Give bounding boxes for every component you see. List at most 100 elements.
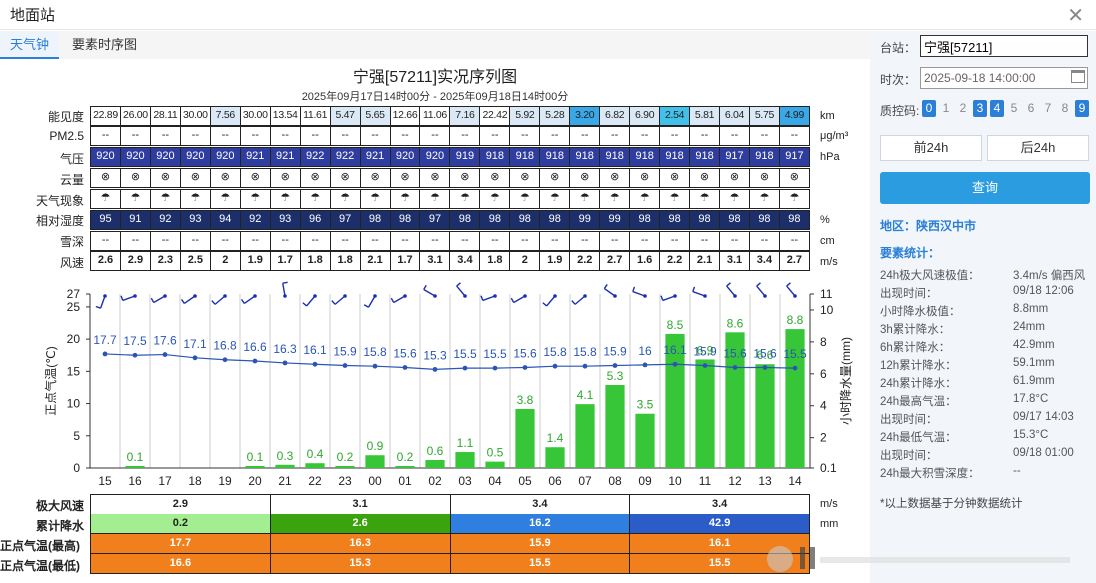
qc-code-0[interactable]: 0 xyxy=(922,100,936,117)
temp-point xyxy=(342,363,348,368)
rh-cell: 98 xyxy=(540,211,571,230)
row-label-pressure: 气压 xyxy=(59,152,84,166)
wind-barb-feather xyxy=(150,297,155,303)
precip-bar xyxy=(755,364,775,468)
qc-label: 质控码: xyxy=(880,104,920,118)
vis-cell: 5.47 xyxy=(330,107,361,126)
wx-cell: ☂ xyxy=(450,190,481,209)
pm25-cell: -- xyxy=(300,127,331,146)
stat-value: 09/18 01:00 xyxy=(1013,447,1074,459)
qc-code-8[interactable]: 8 xyxy=(1061,101,1069,115)
snow-cell: -- xyxy=(420,232,451,251)
x-tick-label: 21 xyxy=(278,474,292,488)
rh-cell: 98 xyxy=(749,211,780,230)
precip-cell: 42.9 xyxy=(630,514,810,534)
rh-cell: 91 xyxy=(120,211,151,230)
prev-24h-button[interactable]: 前24h xyxy=(880,135,982,161)
stat-key: 小时降水极值： xyxy=(880,306,961,318)
qc-code-1[interactable]: 1 xyxy=(942,101,950,115)
qc-code-5[interactable]: 5 xyxy=(1010,101,1018,115)
time-input[interactable] xyxy=(920,67,1088,89)
query-button[interactable]: 查询 xyxy=(880,172,1090,204)
stat-value: 24mm xyxy=(1013,321,1045,333)
snow-cell: -- xyxy=(779,232,810,251)
wind-station-dot xyxy=(733,294,737,298)
qc-code-7[interactable]: 7 xyxy=(1044,101,1052,115)
rh-cell: 98 xyxy=(630,211,661,230)
wind-cell: 2.7 xyxy=(779,252,810,271)
wind-barb xyxy=(306,295,316,307)
pressure-row: 920 920 920 920 920 921 921 922 922 921 920 920 919 9… xyxy=(90,147,810,167)
tab-weather-clock[interactable]: 天气钟 xyxy=(0,31,60,59)
precip-bar xyxy=(275,464,295,468)
rh-cell: 98 xyxy=(690,211,721,230)
stat-key: 24h最低气温： xyxy=(880,432,957,444)
wind-station-dot xyxy=(343,294,347,298)
tmax-cell: 16.1 xyxy=(630,534,810,554)
x-tick-label: 01 xyxy=(398,474,412,488)
x-tick-label: 00 xyxy=(368,474,382,488)
vis-cell: 26.00 xyxy=(120,107,151,126)
temp-point xyxy=(432,367,438,372)
wx-cell: ☂ xyxy=(300,190,331,209)
vis-cell: 5.65 xyxy=(360,107,391,126)
vis-cell: 5.28 xyxy=(540,107,571,126)
next-24h-button[interactable]: 后24h xyxy=(987,135,1089,161)
snow-cell: -- xyxy=(450,232,481,251)
cloud-cell: ⊗ xyxy=(510,169,541,188)
wind-barb xyxy=(367,295,376,308)
rh-cell: 98 xyxy=(480,211,511,230)
bottom-label-precip: 累计降水 xyxy=(35,519,84,533)
wind-cell: 2.2 xyxy=(570,252,601,271)
qc-code-4[interactable]: 4 xyxy=(990,100,1004,117)
pm25-cell: -- xyxy=(600,127,631,146)
tab-element-series[interactable]: 要素时序图 xyxy=(72,37,138,52)
pm25-cell: -- xyxy=(330,127,361,146)
snow-cell: -- xyxy=(660,232,691,251)
close-icon[interactable]: ✕ xyxy=(1067,5,1084,27)
pres-cell: 921 xyxy=(360,148,391,167)
precip-bar-label: 0.1 xyxy=(127,450,144,464)
wind-station-dot xyxy=(313,294,317,298)
cloud-cell: ⊗ xyxy=(210,169,241,188)
wx-cell: ☂ xyxy=(210,190,241,209)
snow-cell: -- xyxy=(749,232,780,251)
rh-cell: 98 xyxy=(779,211,810,230)
temp-label: 17.5 xyxy=(123,334,147,348)
qc-code-3[interactable]: 3 xyxy=(973,100,987,117)
temp-label: 15.6 xyxy=(513,346,537,360)
snow-cell: -- xyxy=(570,232,601,251)
wx-cell: ☂ xyxy=(630,190,661,209)
wind-barb-feather xyxy=(510,297,515,303)
pm25-cell: -- xyxy=(510,127,541,146)
pres-cell: 920 xyxy=(420,148,451,167)
wind-cell: 2.6 xyxy=(91,252,121,271)
qc-code-6[interactable]: 6 xyxy=(1027,101,1035,115)
precip-bar-label: 3.5 xyxy=(637,398,654,412)
x-tick-label: 08 xyxy=(608,474,622,488)
snow-cell: -- xyxy=(150,232,181,251)
station-input[interactable] xyxy=(920,35,1088,57)
temp-label: 15.6 xyxy=(723,346,747,360)
stat-key: 出现时间： xyxy=(880,288,938,300)
precip-bar xyxy=(305,463,325,468)
precip-cell: 16.2 xyxy=(450,514,631,534)
vis-cell: 13.54 xyxy=(270,107,301,126)
wind-barb-feather xyxy=(786,282,791,287)
pm25-cell: -- xyxy=(570,127,601,146)
pm25-cell: -- xyxy=(450,127,481,146)
precip-bar-label: 8.6 xyxy=(727,316,744,330)
qc-code-9[interactable]: 9 xyxy=(1075,100,1089,117)
qc-code-2[interactable]: 2 xyxy=(959,101,967,115)
wind-station-dot xyxy=(223,294,227,298)
vis-cell: 6.82 xyxy=(600,107,631,126)
x-tick-label: 04 xyxy=(488,474,502,488)
stat-item: 12h累计降水： 59.1mm xyxy=(880,357,1055,373)
rh-cell: 99 xyxy=(600,211,631,230)
precip-bar xyxy=(725,332,745,468)
snow-cell: -- xyxy=(510,232,541,251)
stat-key: 出现时间： xyxy=(880,414,938,426)
pm25-cell: -- xyxy=(240,127,271,146)
calendar-icon[interactable] xyxy=(1071,70,1085,83)
